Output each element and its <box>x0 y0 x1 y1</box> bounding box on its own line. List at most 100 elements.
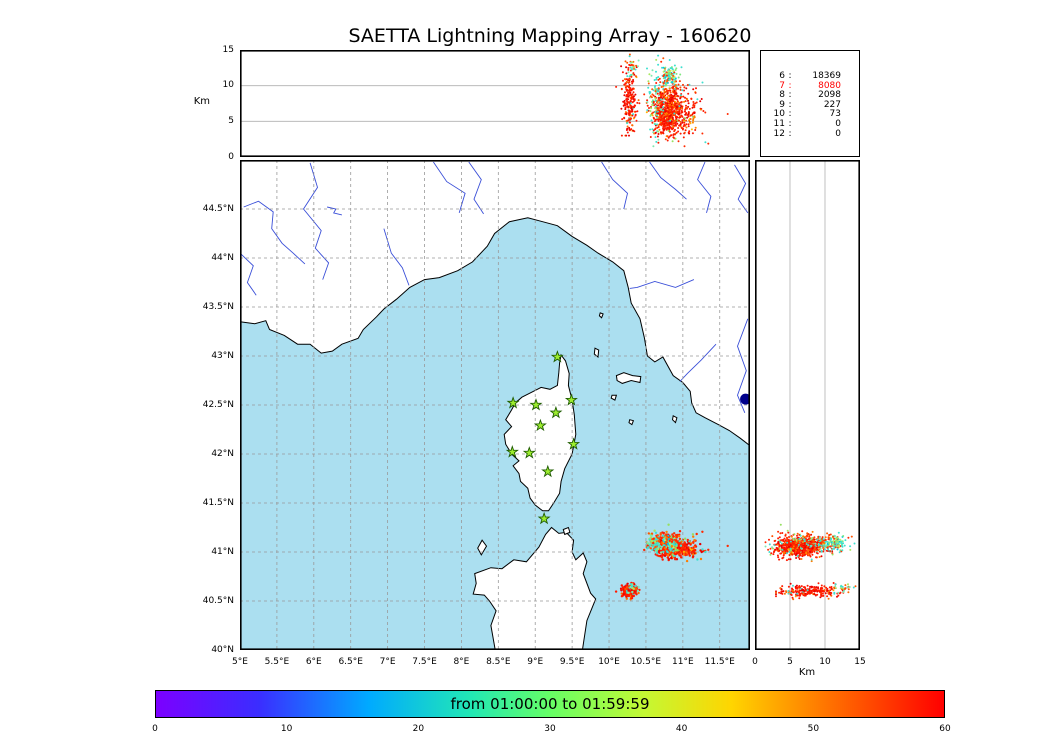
stat-row: 12: 0 <box>761 128 859 140</box>
stat-station-id: 12 <box>773 128 785 139</box>
top-alt-tick-label: 10 <box>222 80 234 91</box>
station-marker <box>567 437 581 450</box>
stat-colon: : <box>788 80 792 91</box>
stat-row: 11: 0 <box>761 118 859 130</box>
lightning-sources-lon-alt <box>615 53 729 148</box>
stat-station-id: 10 <box>773 109 785 120</box>
stat-station-id: 11 <box>773 118 785 129</box>
colorbar-tick-label: 10 <box>280 724 293 734</box>
lat-tick-label: 44.5°N <box>202 203 234 214</box>
lat-tick-label: 42°N <box>211 448 234 459</box>
right-alt-tick-label: 0 <box>752 657 758 667</box>
stat-source-count: 0 <box>835 128 841 139</box>
stat-row: 6: 18369 <box>761 71 859 82</box>
colorbar-label: from 01:00:00 to 01:59:59 <box>450 695 650 713</box>
lon-tick-label: 11.5°E <box>704 657 735 667</box>
stat-source-count: 8080 <box>818 80 841 91</box>
right-alt-tick-label: 10 <box>819 657 831 667</box>
colorbar-tick-label: 0 <box>152 724 158 734</box>
lat-tick-label: 40.5°N <box>202 595 234 606</box>
station-source-counts-list: 6: 18369 7: 8080 8: 2098 9: 227 10: 73 11: 0 12: 0 <box>761 51 859 139</box>
map-panel <box>240 160 750 650</box>
station-marker <box>505 445 519 458</box>
stat-row: 10: 73 <box>761 110 859 120</box>
stat-row: 8: 2098 <box>761 91 859 101</box>
stat-row: 9: 227 <box>761 99 859 111</box>
stat-source-count: 18369 <box>812 71 841 81</box>
lon-tick-label: 5°E <box>232 657 248 667</box>
lon-altitude-panel <box>240 50 750 157</box>
station-source-counts-panel: 6: 18369 7: 8080 8: 2098 9: 227 10: 73 11: 0 12: 0 <box>760 50 860 157</box>
station-marker <box>506 396 520 409</box>
altitude-lat-panel <box>755 160 860 650</box>
stat-station-id: 9 <box>779 99 785 110</box>
plot-title: SAETTA Lightning Mapping Array - 160620 <box>348 25 752 47</box>
stat-station-id: 6 <box>779 71 785 81</box>
rivers <box>240 161 749 413</box>
colorbar-tick-label: 60 <box>939 724 951 734</box>
stat-station-id: 7 <box>779 80 785 91</box>
top-alt-tick-label: 0 <box>228 151 234 162</box>
right-panel-xlabel: Km <box>798 667 816 678</box>
stat-source-count: 2098 <box>818 90 841 101</box>
right-alt-tick-label: 15 <box>854 657 866 667</box>
station-marker <box>522 446 536 459</box>
stat-colon: : <box>788 118 792 129</box>
colorbar-tick-label: 20 <box>412 724 425 734</box>
lon-tick-label: 6°E <box>305 657 322 667</box>
panel-border <box>240 50 750 157</box>
right-alt-tick-label: 5 <box>787 657 793 667</box>
lon-tick-label: 10°E <box>598 657 620 667</box>
lat-tick-label: 41.5°N <box>202 497 234 508</box>
stat-colon: : <box>788 71 792 81</box>
lon-tick-label: 10.5°E <box>630 657 662 667</box>
colorbar-tick-label: 30 <box>544 724 556 734</box>
stat-source-count: 227 <box>823 99 841 110</box>
lat-tick-label: 40°N <box>211 644 234 655</box>
lat-tick-label: 43.5°N <box>202 301 234 312</box>
top-alt-tick-label: 5 <box>228 115 234 126</box>
station-marker <box>537 511 551 525</box>
station-marker <box>564 393 578 406</box>
lon-tick-label: 8°E <box>453 657 470 667</box>
top-alt-tick-label: 15 <box>222 44 234 55</box>
station-marker <box>533 418 547 432</box>
lma-stations <box>505 350 581 525</box>
colorbar-tick-label: 50 <box>807 724 820 734</box>
lon-tick-label: 9°E <box>527 657 544 667</box>
stat-colon: : <box>788 109 792 120</box>
stat-source-count: 0 <box>835 118 841 129</box>
colorbar-tick-label: 40 <box>675 724 688 734</box>
lat-tick-label: 44°N <box>211 252 234 263</box>
top-panel-ylabel: Km <box>193 96 210 107</box>
lon-tick-label: 9.5°E <box>559 657 585 667</box>
stat-colon: : <box>788 90 792 101</box>
station-marker <box>549 405 563 419</box>
lightning-sources-map <box>614 523 729 601</box>
lat-tick-label: 42.5°N <box>202 399 234 410</box>
lon-tick-label: 7.5°E <box>412 657 437 667</box>
lon-tick-label: 8.5°E <box>486 657 511 667</box>
lake-marker <box>740 393 750 405</box>
lon-tick-label: 5.5°E <box>264 657 290 667</box>
lon-tick-label: 11°E <box>672 657 694 667</box>
station-marker <box>541 464 555 478</box>
panel-border <box>240 160 750 650</box>
stat-source-count: 73 <box>829 109 841 120</box>
lat-tick-label: 41°N <box>211 546 234 557</box>
lon-tick-label: 7°E <box>379 657 396 667</box>
land <box>240 160 750 650</box>
stat-colon: : <box>788 99 792 110</box>
panel-border <box>755 160 860 650</box>
stat-station-id: 8 <box>779 90 785 101</box>
time-colorbar: from 01:00:00 to 01:59:59 <box>155 690 945 718</box>
station-marker <box>550 350 564 363</box>
lon-tick-label: 6.5°E <box>338 657 363 667</box>
map-gridlines <box>240 160 750 650</box>
lightning-sources-alt-lat <box>764 523 857 601</box>
stat-row: 7: 8080 <box>761 80 859 92</box>
station-marker <box>529 398 543 411</box>
lat-tick-label: 43°N <box>211 350 234 361</box>
stat-colon: : <box>788 128 792 139</box>
